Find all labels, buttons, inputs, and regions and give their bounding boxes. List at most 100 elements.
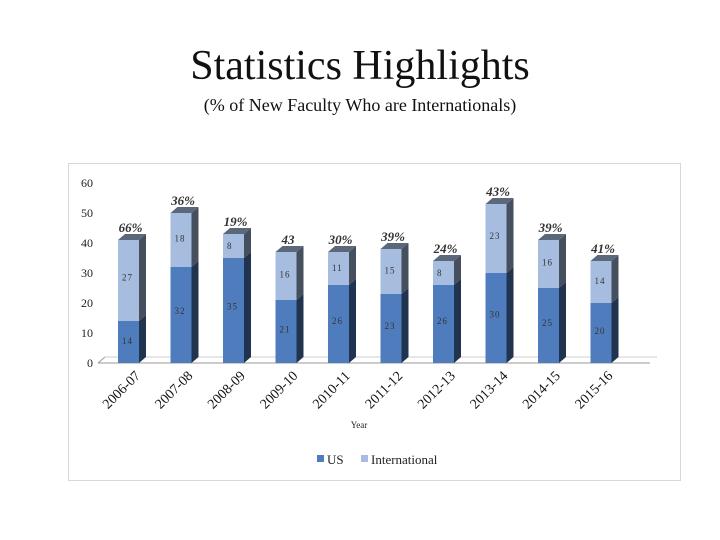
y-tick-label: 50	[81, 206, 93, 220]
y-tick-label: 40	[81, 236, 93, 250]
data-label-us: 26	[437, 316, 448, 326]
bar-top-cap	[380, 243, 409, 249]
data-label-us: 26	[332, 316, 343, 326]
bar-international-face	[223, 234, 244, 258]
bar-us-face	[538, 288, 559, 363]
percent-label: 43	[281, 232, 296, 247]
x-tick-label: 2012-13	[415, 369, 459, 413]
page-title: Statistics Highlights	[190, 43, 530, 89]
bar-us-face	[380, 294, 402, 363]
bar-international-face	[590, 261, 612, 303]
bar-us-side	[296, 294, 304, 363]
legend-swatch-international	[361, 455, 368, 462]
bar-us	[485, 267, 514, 363]
bar-us	[118, 315, 146, 363]
bar-us-side	[349, 279, 356, 363]
data-label-us: 21	[280, 324, 291, 334]
bar-us-side	[611, 297, 619, 363]
bar-international	[433, 255, 461, 285]
bar-top-cap	[118, 234, 146, 240]
x-tick-label: 2008-09	[205, 369, 249, 413]
percent-label: 24%	[433, 241, 458, 256]
chart-frame	[68, 163, 681, 481]
legend-label-international: International	[371, 452, 438, 467]
bar-top-cap	[590, 255, 619, 261]
bar-us-face	[170, 267, 192, 363]
bar-international-side	[611, 255, 619, 303]
bar-international	[275, 246, 304, 300]
y-tick-label: 60	[81, 176, 93, 190]
x-tick-label: 2011-12	[363, 369, 406, 412]
data-label-international: 18	[175, 233, 186, 243]
bar-us-face	[485, 273, 507, 363]
x-tick-label: 2009-10	[258, 369, 302, 413]
percent-label: 43%	[485, 184, 510, 199]
data-label-international: 8	[227, 241, 233, 251]
bar-international-face	[275, 252, 297, 300]
y-tick-label: 30	[81, 266, 93, 280]
data-label-international: 27	[122, 272, 133, 282]
axis-corner	[97, 356, 106, 364]
x-tick-label: 2015-16	[573, 369, 617, 413]
bar-us	[170, 261, 199, 363]
bar-us-side	[454, 279, 461, 363]
bar-us-side	[244, 252, 251, 363]
data-label-international: 16	[542, 258, 553, 268]
bar-us	[328, 279, 356, 363]
bar-us	[433, 279, 461, 363]
bar-us-face	[433, 285, 454, 363]
y-tick-label: 10	[81, 326, 93, 340]
bar-international-side	[506, 198, 514, 273]
bar-international	[485, 198, 514, 273]
bar-us-side	[506, 267, 514, 363]
bar-international-face	[538, 240, 559, 288]
bar-international	[223, 228, 251, 258]
data-label-us: 32	[175, 306, 186, 316]
bar-us-face	[223, 258, 244, 363]
bar-top-cap	[223, 228, 251, 234]
bar-international	[538, 234, 566, 288]
bar-us	[538, 282, 566, 363]
bar-international-side	[401, 243, 409, 294]
bar-us	[380, 288, 409, 363]
bar-international-side	[296, 246, 304, 300]
percent-label: 30%	[328, 232, 353, 247]
x-tick-label: 2013-14	[468, 369, 512, 413]
bar-international-side	[139, 234, 146, 321]
bar-us	[590, 297, 619, 363]
bar-top-cap	[538, 234, 566, 240]
bar-international	[590, 255, 619, 303]
bar-us-side	[139, 315, 146, 363]
bar-international-side	[454, 255, 461, 285]
bar-top-cap	[275, 246, 304, 252]
x-tick-label: 2014-15	[520, 369, 564, 413]
legend-label-us: US	[327, 452, 344, 467]
percent-label: 41%	[590, 241, 615, 256]
data-label-international: 8	[437, 268, 443, 278]
bar-top-cap	[170, 207, 199, 213]
data-label-international: 14	[595, 276, 606, 286]
data-label-us: 30	[490, 310, 501, 320]
percent-label: 36%	[170, 193, 195, 208]
x-tick-label: 2006-07	[100, 369, 144, 413]
bar-international-side	[191, 207, 199, 267]
data-label-international: 16	[280, 270, 291, 280]
bar-us-side	[191, 261, 199, 363]
bar-international-face	[328, 252, 349, 285]
x-axis-title: Year	[351, 420, 368, 430]
bar-international	[380, 243, 409, 294]
data-label-us: 20	[595, 326, 606, 336]
page-subtitle: (% of New Faculty Who are Internationals…	[203, 95, 517, 115]
bar-us	[223, 252, 251, 363]
bar-international	[118, 234, 146, 321]
percent-label: 39%	[538, 220, 563, 235]
data-label-international: 11	[332, 263, 343, 273]
y-tick-label: 20	[81, 296, 93, 310]
bar-top-cap	[433, 255, 461, 261]
bar-international	[328, 246, 356, 285]
bar-top-cap	[485, 198, 514, 204]
bar-us-side	[559, 282, 566, 363]
bar-us-face	[590, 303, 612, 363]
data-label-us: 23	[385, 321, 396, 331]
